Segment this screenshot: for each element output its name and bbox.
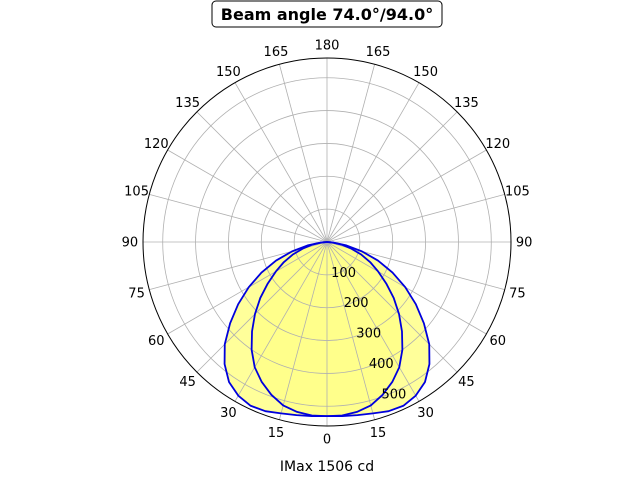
angular-grid-line (326, 241, 458, 373)
angular-grid-line (196, 241, 328, 373)
angle-tick-label: 0 (323, 433, 331, 448)
angular-grid-line (278, 241, 328, 420)
angular-grid-line (234, 82, 328, 243)
angle-tick-label: 15 (370, 426, 387, 441)
radial-tick-label: 200 (344, 296, 369, 311)
angle-tick-label: 30 (220, 406, 237, 421)
chart-title-text: Beam angle 74.0°/94.0° (221, 5, 433, 24)
radial-tick-label: 300 (356, 327, 381, 342)
angle-tick-label: 15 (268, 426, 285, 441)
angular-grid-line (326, 241, 376, 420)
angle-tick-label: 60 (489, 334, 506, 349)
angle-tick-label: 165 (264, 45, 289, 60)
angle-tick-label: 75 (509, 287, 526, 302)
angular-grid-line (149, 193, 328, 243)
angle-tick-label: 150 (413, 65, 438, 80)
angular-grid-line (278, 64, 328, 243)
angular-grid-line (326, 149, 487, 243)
angle-tick-label: 45 (458, 375, 475, 390)
angular-grid-line (167, 149, 328, 243)
series-line (250, 241, 404, 418)
angle-tick-label: 150 (216, 65, 241, 80)
label-layer: 0 15 30 45 60 75 90 105 120 135 150 165 180 165 150 135… (122, 38, 533, 447)
angular-grid-line (326, 241, 420, 402)
angular-grid-line (326, 64, 376, 243)
x-axis-label: IMax 1506 cd (280, 459, 374, 475)
angle-tick-label: 105 (505, 184, 530, 199)
angle-tick-label: 60 (148, 334, 165, 349)
radial-tick-label: 500 (381, 387, 406, 402)
angular-grid-line (234, 241, 328, 402)
angle-tick-label: 165 (366, 45, 391, 60)
angular-grid-line (196, 111, 328, 243)
angular-grid-line (326, 82, 420, 243)
curve-layer (223, 241, 431, 418)
chart-title: Beam angle 74.0°/94.0° (211, 0, 443, 28)
angular-grid-line (326, 111, 458, 243)
angle-tick-label: 75 (128, 287, 145, 302)
angle-tick-label: 30 (417, 406, 434, 421)
polar-frame (142, 57, 512, 427)
angle-tick-label: 90 (122, 236, 139, 251)
angle-tick-label: 180 (315, 38, 340, 53)
angular-grid-line (326, 193, 505, 243)
angle-tick-label: 105 (124, 184, 149, 199)
radial-tick-label: 100 (331, 266, 356, 281)
radial-tick-label: 400 (369, 357, 394, 372)
angle-tick-label: 120 (144, 137, 169, 152)
angle-tick-label: 135 (454, 96, 479, 111)
angle-tick-label: 120 (485, 137, 510, 152)
angle-tick-label: 45 (179, 375, 196, 390)
angle-tick-label: 90 (516, 236, 533, 251)
angle-tick-label: 135 (175, 96, 200, 111)
